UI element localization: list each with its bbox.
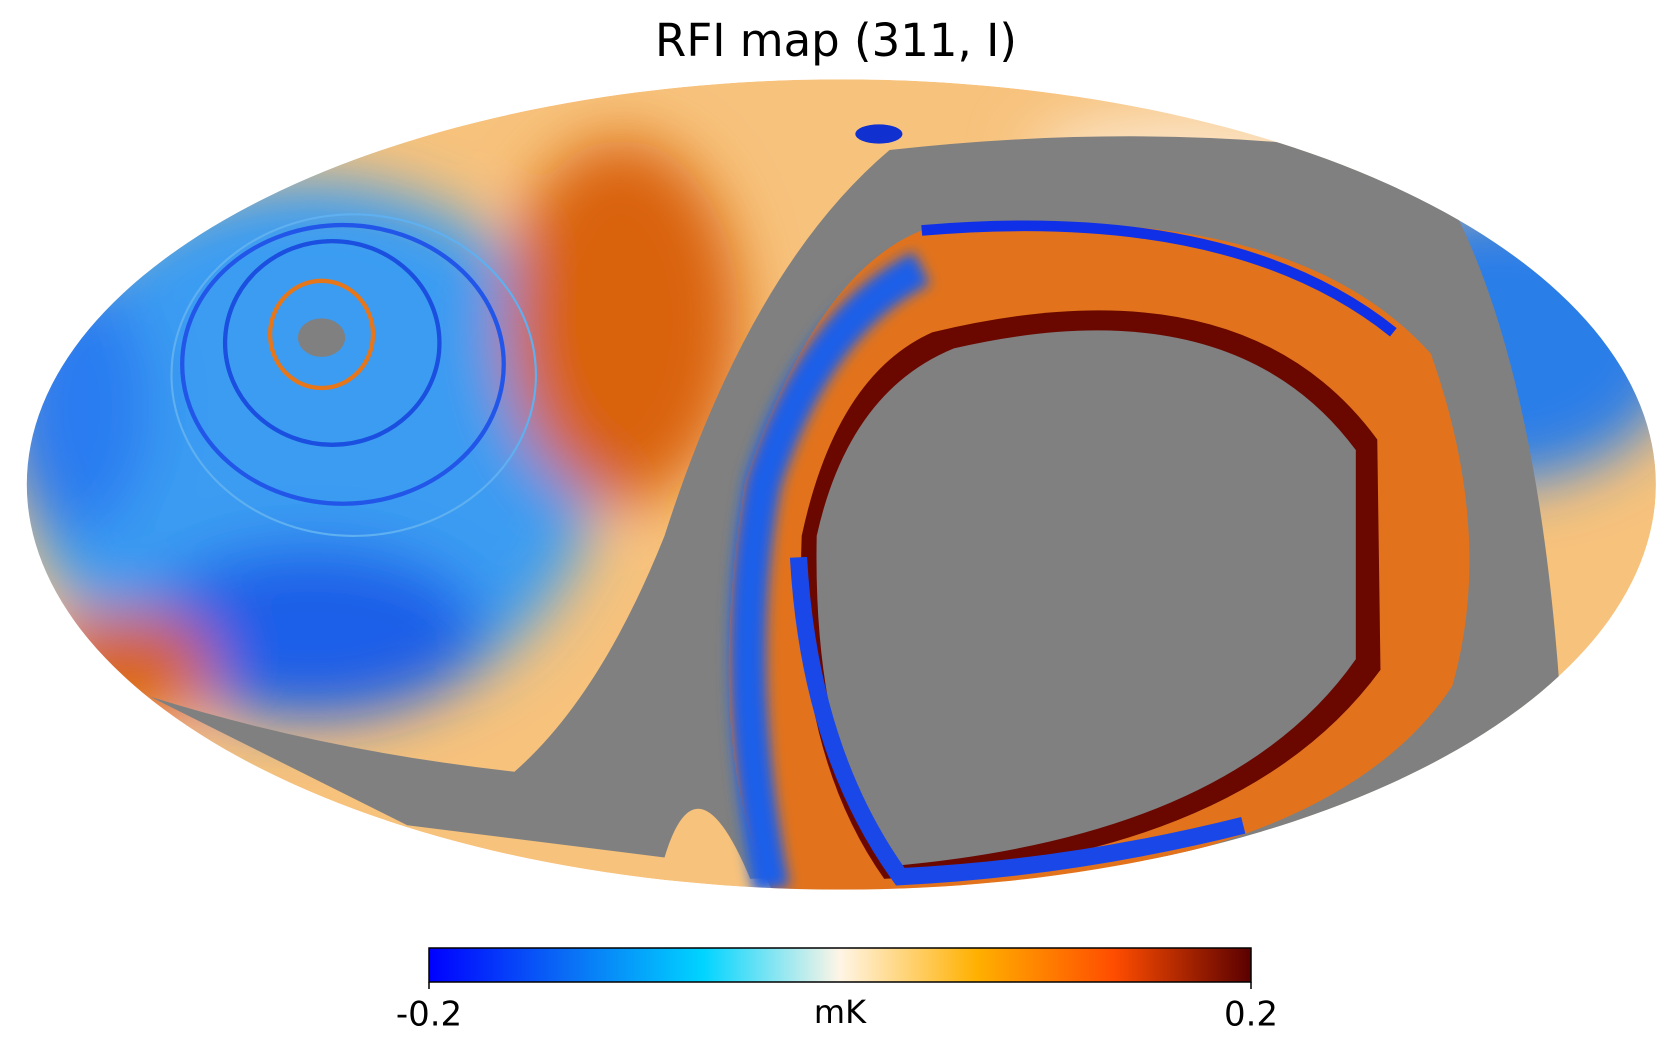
sky-map bbox=[26, 79, 1656, 890]
colorbar-tick-label: 0.2 bbox=[1224, 995, 1278, 1035]
map-title: RFI map (311, I) bbox=[655, 14, 1017, 67]
colorbar bbox=[428, 947, 1252, 983]
colorbar-tick-label: -0.2 bbox=[396, 995, 462, 1035]
colorbar-label: mK bbox=[814, 993, 867, 1031]
